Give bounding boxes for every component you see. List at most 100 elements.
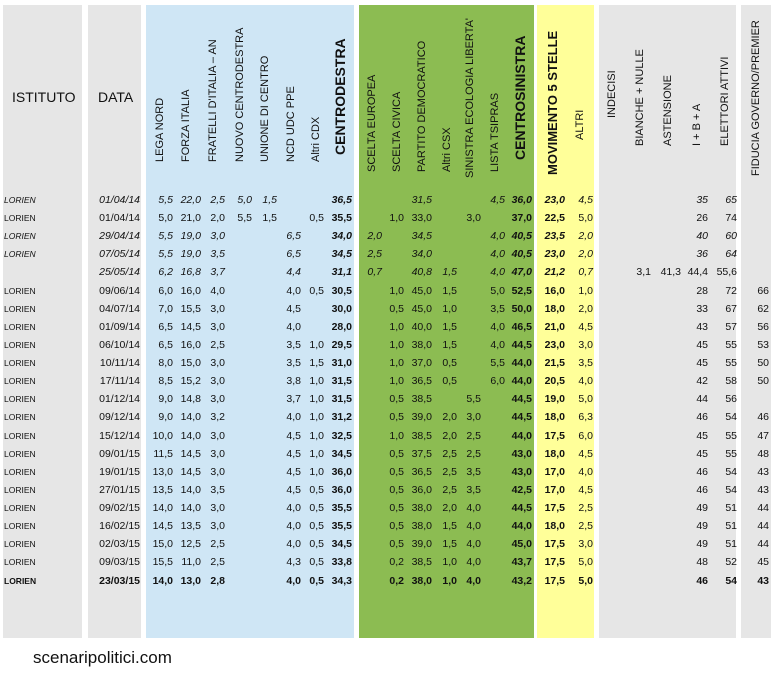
cell-ncdudc: 4,5 bbox=[286, 302, 301, 315]
cell-acdx: 0,5 bbox=[309, 483, 324, 496]
cell-sc: 1,0 bbox=[389, 357, 404, 370]
cell-istituto: LORIEN bbox=[4, 195, 36, 205]
footer-source: scenaripolitici.com bbox=[33, 648, 172, 667]
cell-m5s: 23,0 bbox=[544, 248, 565, 261]
header-altri-cdx: Altri CDX bbox=[310, 116, 322, 162]
cell-sel: 4,0 bbox=[466, 574, 481, 587]
cell-istituto: LORIEN bbox=[4, 321, 36, 332]
cell-acdx: 1,0 bbox=[309, 447, 324, 460]
cell-fid: 46 bbox=[757, 411, 769, 424]
cell-altri: 4,5 bbox=[578, 483, 593, 496]
cell-ea: 56 bbox=[725, 393, 737, 406]
cell-ea: 54 bbox=[725, 574, 737, 587]
cell-acdx: 0,5 bbox=[309, 556, 324, 569]
cell-acsx: 1,5 bbox=[442, 538, 457, 551]
cell-cdx: 31,5 bbox=[331, 393, 352, 406]
cell-acdx: 0,5 bbox=[309, 520, 324, 533]
cell-istituto: LORIEN bbox=[4, 231, 36, 242]
cell-fdi: 2,5 bbox=[210, 338, 225, 351]
cell-fi: 14,5 bbox=[180, 465, 201, 478]
cell-data: 04/07/14 bbox=[99, 302, 140, 315]
cell-csx: 43,0 bbox=[511, 465, 532, 478]
cell-altri: 2,0 bbox=[578, 230, 593, 243]
cell-ncd: 5,5 bbox=[237, 212, 252, 225]
cell-cdx: 35,5 bbox=[331, 520, 352, 533]
header-sel: SINISTRA ECOLOGIA LIBERTA' bbox=[464, 17, 476, 178]
cell-ln: 13,0 bbox=[152, 465, 173, 478]
cell-cdx: 31,1 bbox=[331, 266, 352, 279]
cell-ln: 15,0 bbox=[152, 538, 173, 551]
cell-istituto: LORIEN bbox=[4, 358, 36, 369]
cell-fi: 14,0 bbox=[180, 483, 201, 496]
cell-sel: 5,5 bbox=[466, 393, 481, 406]
header-centrosinistra: CENTROSINISTRA bbox=[512, 35, 528, 160]
cell-pd: 37,5 bbox=[411, 447, 432, 460]
cell-istituto: LORIEN bbox=[4, 376, 36, 387]
cell-data: 23/03/15 bbox=[99, 574, 140, 587]
cell-fdi: 3,0 bbox=[210, 520, 225, 533]
cell-fid: 43 bbox=[757, 465, 769, 478]
cell-fdi: 3,0 bbox=[210, 465, 225, 478]
cell-cdx: 29,5 bbox=[331, 338, 352, 351]
cell-ncdudc: 3,5 bbox=[286, 357, 301, 370]
cell-ln: 11,5 bbox=[153, 447, 173, 460]
cell-data: 07/05/14 bbox=[99, 248, 140, 261]
cell-ea: 65 bbox=[725, 194, 737, 206]
cell-data: 27/01/15 bbox=[99, 483, 140, 496]
cell-ln: 5,5 bbox=[158, 248, 173, 261]
cell-fid: 53 bbox=[757, 338, 769, 351]
cell-sc: 0,5 bbox=[389, 483, 404, 496]
cell-data: 01/04/14 bbox=[99, 194, 140, 206]
cell-fdi: 4,0 bbox=[210, 284, 225, 297]
cell-fi: 14,0 bbox=[180, 429, 201, 442]
cell-iba: 45 bbox=[696, 357, 708, 370]
cell-csx: 45,0 bbox=[511, 538, 532, 551]
cell-ln: 6,5 bbox=[158, 338, 173, 351]
cell-pd: 34,5 bbox=[411, 230, 432, 243]
cell-altri: 5,0 bbox=[578, 212, 593, 225]
cell-altri: 4,5 bbox=[578, 194, 593, 206]
cell-iba: 45 bbox=[696, 429, 708, 442]
cell-acsx: 2,5 bbox=[442, 447, 457, 460]
cell-ea: 55 bbox=[725, 357, 737, 370]
cell-ea: 67 bbox=[725, 302, 737, 315]
cell-ln: 8,0 bbox=[158, 357, 173, 370]
cell-m5s: 17,5 bbox=[544, 429, 565, 442]
cell-cdx: 30,0 bbox=[331, 302, 352, 315]
cell-pd: 38,0 bbox=[411, 520, 432, 533]
cell-istituto: LORIEN bbox=[4, 557, 36, 568]
cell-fdi: 3,0 bbox=[210, 375, 225, 388]
cell-m5s: 17,5 bbox=[544, 556, 565, 569]
cell-iba: 35 bbox=[696, 194, 708, 206]
cell-sel: 2,5 bbox=[466, 447, 481, 460]
cell-cdx: 32,5 bbox=[331, 429, 352, 442]
cell-m5s: 16,0 bbox=[544, 284, 565, 297]
cell-ncdudc: 4,0 bbox=[286, 320, 301, 333]
cell-ea: 57 bbox=[725, 320, 737, 333]
cell-sc: 1,0 bbox=[389, 338, 404, 351]
cell-ts: 3,5 bbox=[490, 302, 505, 315]
cell-acsx: 0,5 bbox=[442, 375, 457, 388]
cell-sc: 0,5 bbox=[389, 411, 404, 424]
header-ibna: I + B + A bbox=[691, 103, 703, 146]
cell-m5s: 23,0 bbox=[544, 338, 565, 351]
cell-m5s: 23,0 bbox=[544, 194, 565, 206]
cell-iba: 46 bbox=[696, 574, 708, 587]
cell-altri: 5,0 bbox=[578, 574, 593, 587]
cell-ncdudc: 6,5 bbox=[286, 230, 301, 243]
cell-fi: 19,0 bbox=[180, 230, 201, 243]
cell-pd: 36,5 bbox=[411, 465, 432, 478]
cell-sel: 4,0 bbox=[466, 502, 481, 515]
cell-altri: 1,0 bbox=[578, 284, 593, 297]
cell-cdx: 36,5 bbox=[331, 194, 352, 206]
cell-fdi: 3,0 bbox=[210, 357, 225, 370]
cell-ncdudc: 4,0 bbox=[286, 520, 301, 533]
cell-iba: 49 bbox=[696, 502, 708, 515]
cell-m5s: 22,5 bbox=[544, 212, 565, 225]
cell-ncdudc: 4,5 bbox=[286, 447, 301, 460]
cell-fdi: 3,2 bbox=[210, 411, 225, 424]
cell-altri: 3,0 bbox=[578, 538, 593, 551]
cell-istituto: LORIEN bbox=[4, 448, 36, 459]
cell-altri: 3,0 bbox=[578, 338, 593, 351]
cell-m5s: 17,5 bbox=[544, 574, 565, 587]
